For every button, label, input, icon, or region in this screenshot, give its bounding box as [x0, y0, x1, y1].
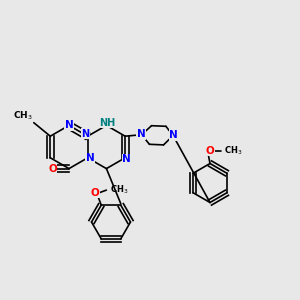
Text: O: O — [90, 188, 99, 197]
Text: N: N — [86, 153, 94, 164]
Text: N: N — [136, 129, 146, 139]
Text: N: N — [64, 120, 74, 130]
Text: O: O — [48, 164, 57, 174]
Text: N: N — [81, 129, 89, 139]
Text: CH$_3$: CH$_3$ — [224, 145, 242, 157]
Text: NH: NH — [99, 118, 115, 128]
Text: N: N — [122, 154, 131, 164]
Text: CH$_3$: CH$_3$ — [13, 109, 32, 122]
Text: N: N — [169, 130, 178, 140]
Text: O: O — [206, 146, 214, 156]
Text: CH$_3$: CH$_3$ — [110, 184, 129, 197]
